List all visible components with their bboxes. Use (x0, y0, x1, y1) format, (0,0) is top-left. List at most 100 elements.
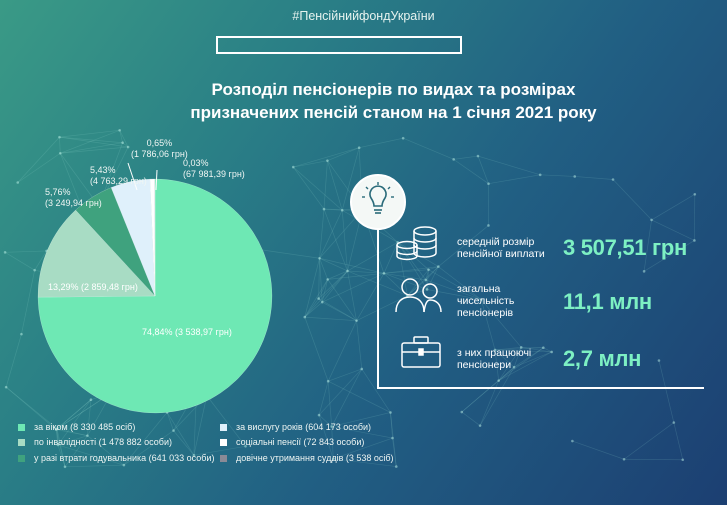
network-line (407, 269, 429, 296)
network-line (658, 360, 675, 423)
network-line (623, 422, 675, 460)
network-line (173, 430, 195, 456)
avg-pension-label: середній розмір пенсійної виплати (457, 236, 545, 260)
network-node (317, 413, 321, 417)
network-line (55, 399, 92, 430)
network-line (55, 429, 59, 445)
network-line (119, 130, 123, 143)
network-line (5, 250, 47, 253)
lightbulb-icon (350, 174, 406, 230)
network-node (320, 300, 324, 304)
legend-swatch (18, 438, 25, 446)
network-line (383, 272, 426, 281)
slice-label-vysl: 5,43% (4 763,29 грн) (90, 165, 147, 186)
legend-swatch (220, 438, 227, 446)
network-node (681, 458, 685, 462)
network-node (571, 439, 574, 443)
network-line (383, 242, 399, 274)
network-line (17, 152, 61, 183)
network-node (192, 453, 196, 457)
network-line (59, 136, 123, 144)
network-node (427, 268, 430, 271)
network-line (328, 368, 362, 382)
network-node (487, 224, 490, 227)
network-node (89, 398, 93, 401)
network-line (59, 136, 129, 148)
network-node (542, 346, 545, 349)
network-line (331, 412, 391, 427)
network-node (550, 350, 554, 354)
network-line (304, 279, 328, 318)
network-line (318, 298, 323, 303)
network-line (59, 137, 61, 154)
network-line (34, 250, 47, 271)
network-line (356, 273, 385, 321)
network-line (318, 381, 329, 416)
network-line (397, 242, 408, 296)
legend-item: за віком (8 330 485 осіб) (18, 422, 135, 432)
network-node (16, 181, 20, 184)
network-line (119, 130, 129, 148)
network-node (33, 268, 36, 272)
network-line (361, 368, 391, 413)
network-line (428, 266, 439, 271)
network-line (356, 320, 363, 369)
legend-item: по інвалідності (1 478 882 особи) (18, 437, 172, 447)
network-line (122, 142, 129, 148)
network-line (304, 316, 357, 322)
network-node (622, 457, 626, 461)
network-line (383, 269, 429, 274)
network-line (318, 414, 332, 427)
network-line (319, 257, 348, 272)
network-line (425, 266, 439, 281)
network-node (424, 278, 428, 282)
network-line (425, 269, 429, 281)
network-node (382, 272, 386, 275)
network-line (166, 412, 174, 431)
network-line (318, 414, 334, 459)
slice-label-soc: 0,65% (1 786,06 грн) (131, 138, 188, 159)
network-node (56, 443, 60, 447)
network-line (319, 209, 325, 259)
network-line (87, 435, 125, 466)
network-line (495, 349, 552, 353)
network-line (60, 142, 123, 154)
network-line (612, 179, 652, 221)
network-line (321, 279, 329, 303)
network-line (574, 176, 614, 180)
network-line (56, 428, 66, 467)
network-node (322, 207, 326, 211)
network-node (693, 193, 697, 196)
network-line (397, 242, 429, 270)
network-line (495, 347, 544, 351)
network-line (498, 351, 552, 381)
network-line (461, 366, 515, 413)
network-line (397, 242, 439, 267)
network-line (57, 444, 124, 466)
network-line (333, 437, 393, 460)
slice-label-gody: 5,76% (3 249,94 грн) (45, 187, 102, 208)
network-line (319, 258, 323, 303)
network-node (4, 385, 8, 389)
network-line (426, 269, 429, 290)
network-line (206, 395, 246, 447)
network-node (437, 265, 440, 268)
network-line (327, 147, 360, 161)
network-line (390, 412, 397, 467)
network-line (341, 147, 360, 211)
network-line (65, 464, 124, 468)
network-node (391, 436, 394, 440)
legend-item: у разі втрати годувальника (641 033 особ… (18, 453, 214, 463)
network-node (340, 208, 344, 212)
network-line (5, 386, 57, 430)
network-line (327, 381, 333, 427)
network-line (494, 349, 515, 368)
network-node (355, 319, 358, 322)
network-node (317, 297, 320, 300)
network-node (497, 379, 500, 382)
network-line (57, 444, 66, 467)
network-node (244, 444, 247, 448)
network-node (54, 428, 58, 431)
network-line (293, 160, 328, 168)
